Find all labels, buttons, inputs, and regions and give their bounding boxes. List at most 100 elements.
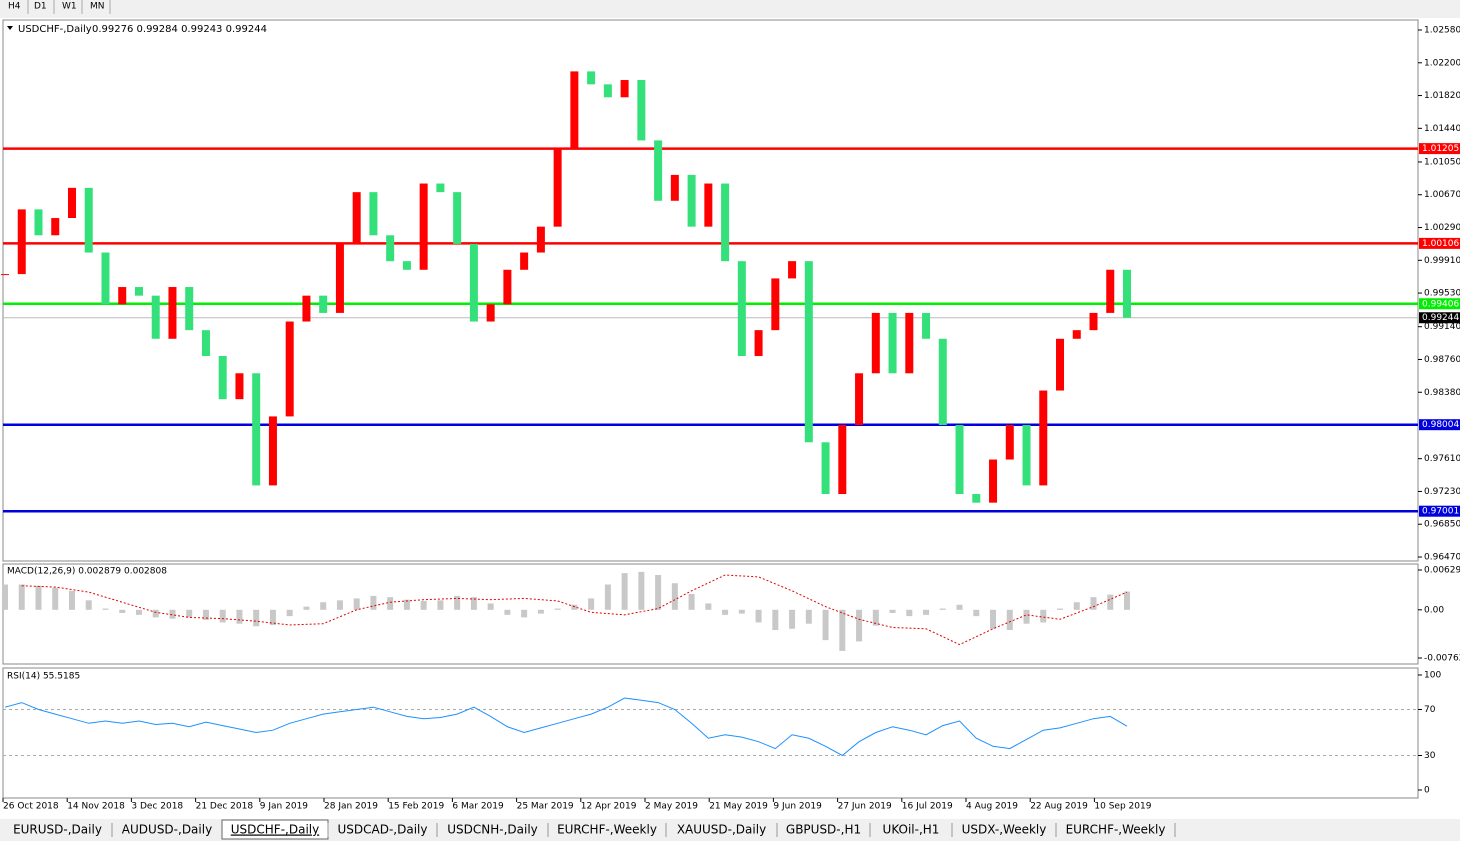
rsi-y-tick-label: 100: [1424, 671, 1441, 681]
y-tick-label: 0.98380: [1424, 388, 1460, 398]
level-label: 1.00106: [1422, 239, 1459, 249]
candle: [838, 425, 847, 495]
rsi-y-tick-label: 0: [1424, 786, 1430, 796]
toolbar: [0, 0, 1460, 18]
rsi-y-tick-label: 70: [1424, 705, 1436, 715]
macd-bar: [35, 585, 42, 610]
macd-bar: [906, 609, 913, 617]
macd-bar: [169, 609, 176, 619]
macd-bar: [588, 598, 595, 610]
macd-bar: [856, 609, 863, 642]
x-tick-label: 6 Mar 2019: [452, 802, 504, 812]
candle: [1022, 425, 1031, 486]
candle: [871, 312, 880, 374]
x-tick-label: 14 Nov 2018: [67, 802, 125, 812]
symbol-tab[interactable]: AUDUSD-,Daily: [122, 823, 212, 837]
macd-bar: [219, 609, 226, 623]
x-tick-label: 9 Jan 2019: [260, 802, 308, 812]
level-label: 0.98004: [1422, 420, 1459, 430]
macd-bar: [68, 590, 75, 610]
macd-bar: [755, 609, 762, 623]
macd-bar: [1107, 594, 1114, 610]
y-tick-label: 0.96850: [1424, 520, 1460, 530]
symbol-tab[interactable]: USDCAD-,Daily: [338, 823, 428, 837]
macd-bar: [186, 609, 193, 618]
macd-bar: [956, 604, 963, 610]
candle: [1072, 330, 1081, 339]
macd-bar: [889, 609, 896, 613]
symbol-tab[interactable]: EURCHF-,Weekly: [557, 823, 657, 837]
symbol-tab[interactable]: USDCHF-,Daily: [231, 823, 319, 837]
macd-bar: [839, 609, 846, 651]
macd-bar: [571, 604, 578, 610]
candle: [855, 373, 864, 426]
macd-bar: [1023, 609, 1030, 624]
macd-bar: [135, 609, 142, 615]
timeframe-button[interactable]: MN: [90, 2, 105, 12]
macd-bar: [202, 609, 209, 620]
x-tick-label: 3 Dec 2018: [131, 802, 183, 812]
macd-y-tick-label: -0.00762: [1424, 654, 1460, 664]
candle: [670, 174, 679, 201]
y-tick-label: 1.01050: [1424, 157, 1460, 167]
candle: [319, 295, 328, 313]
candle: [419, 183, 428, 270]
timeframe-button[interactable]: D1: [34, 2, 47, 12]
candle: [905, 312, 914, 374]
candle: [51, 218, 60, 236]
y-tick-label: 1.00290: [1424, 223, 1460, 233]
x-tick-label: 27 Jun 2019: [838, 802, 892, 812]
macd-bar: [939, 608, 946, 610]
macd-bar: [470, 597, 477, 610]
symbol-tab[interactable]: UKOil-,H1: [883, 823, 940, 837]
candle: [536, 226, 545, 253]
level-label-box: [1419, 143, 1460, 155]
x-tick-label: 16 Jul 2019: [902, 802, 953, 812]
candle: [486, 304, 495, 322]
y-tick-label: 1.02200: [1424, 58, 1460, 68]
level-label-box: [1419, 419, 1460, 431]
candle: [503, 269, 512, 305]
macd-bar: [253, 609, 260, 627]
rsi-y-tick-label: 30: [1424, 751, 1436, 761]
candle: [67, 187, 76, 219]
candle: [654, 140, 663, 201]
candle: [520, 252, 529, 270]
y-tick-label: 1.02580: [1424, 26, 1460, 36]
symbol-tab[interactable]: EURCHF-,Weekly: [1066, 823, 1166, 837]
candle: [453, 192, 462, 244]
macd-bar: [1073, 602, 1080, 610]
symbol-tab[interactable]: XAUUSD-,Daily: [677, 823, 766, 837]
candle: [84, 187, 93, 253]
macd-bar: [688, 593, 695, 610]
macd-bar: [454, 595, 461, 610]
x-tick-label: 2 May 2019: [645, 802, 698, 812]
x-tick-label: 22 Aug 2019: [1030, 802, 1088, 812]
candle: [603, 84, 612, 98]
timeframe-button[interactable]: H4: [8, 2, 21, 12]
candle: [687, 174, 696, 227]
x-tick-label: 9 Jun 2019: [773, 802, 822, 812]
candle: [469, 243, 478, 322]
macd-bar: [521, 609, 528, 618]
macd-bar: [269, 609, 276, 625]
x-tick-label: 4 Aug 2019: [966, 802, 1018, 812]
candle: [1106, 269, 1115, 313]
candle: [553, 149, 562, 227]
symbol-tab[interactable]: EURUSD-,Daily: [13, 823, 102, 837]
candle: [771, 278, 780, 331]
macd-bar: [990, 609, 997, 629]
timeframe-button[interactable]: W1: [62, 2, 77, 12]
candle: [1, 274, 9, 276]
macd-bar: [353, 598, 360, 610]
symbol-tab[interactable]: GBPUSD-,H1: [786, 823, 861, 837]
macd-bar: [1057, 608, 1064, 610]
candle: [185, 287, 194, 331]
candle: [821, 442, 830, 495]
x-tick-label: 25 Mar 2019: [517, 802, 574, 812]
symbol-tab[interactable]: USDX-,Weekly: [962, 823, 1047, 837]
x-tick-label: 15 Feb 2019: [388, 802, 444, 812]
symbol-tab[interactable]: USDCNH-,Daily: [447, 823, 538, 837]
macd-bar: [286, 609, 293, 617]
y-tick-label: 0.97610: [1424, 454, 1460, 464]
